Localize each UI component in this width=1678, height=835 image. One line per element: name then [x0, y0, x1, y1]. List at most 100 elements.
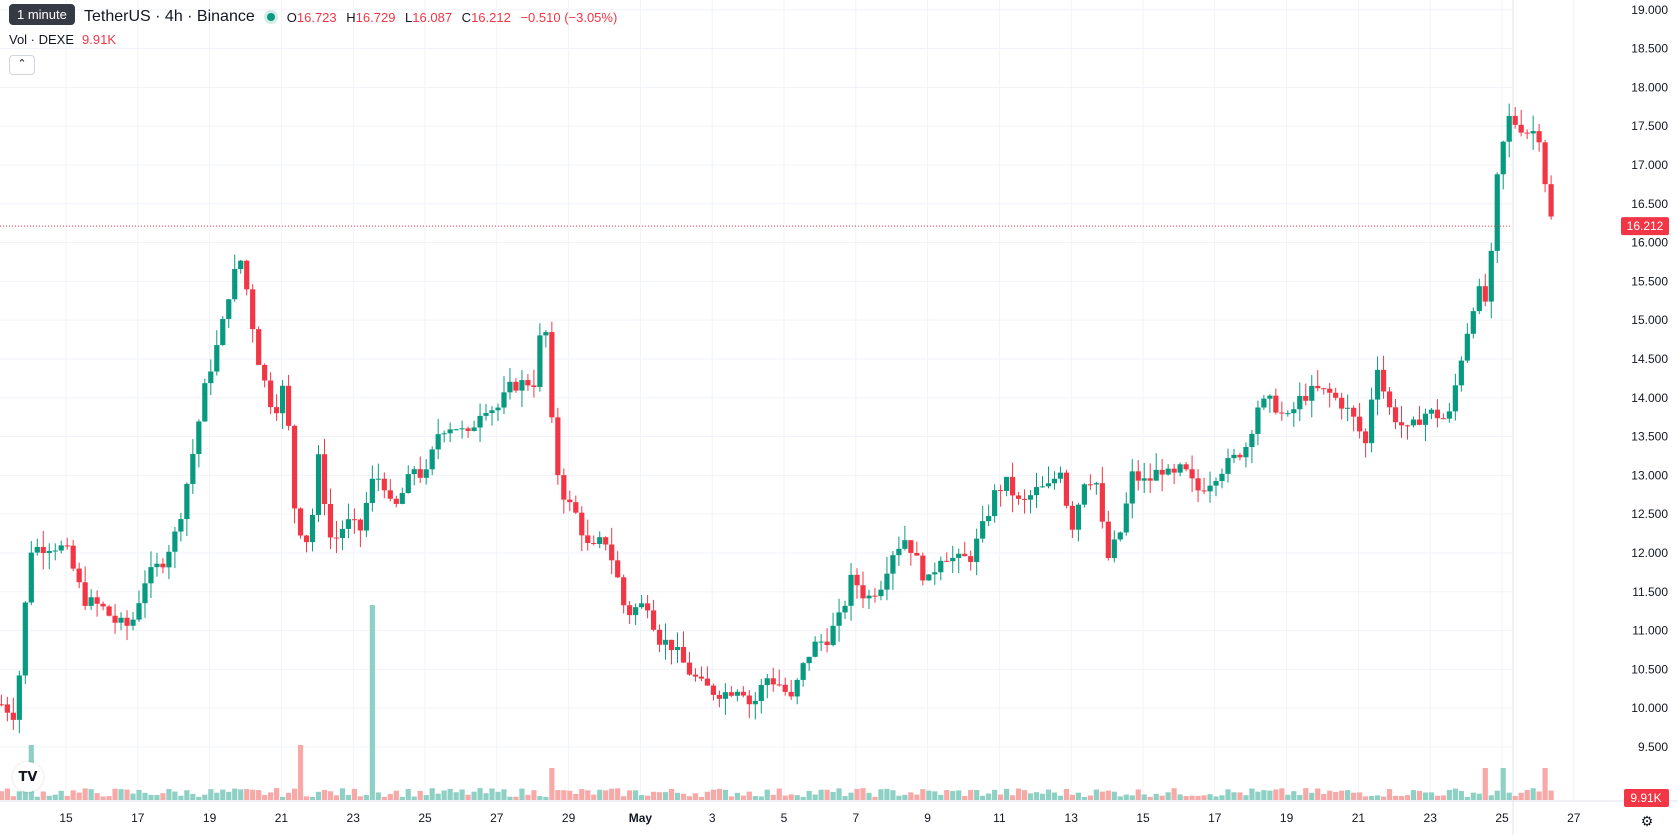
volume-bar — [1315, 788, 1321, 800]
candle-body — [453, 429, 459, 431]
volume-bar — [597, 789, 603, 800]
candle-body — [166, 551, 172, 568]
volume-bar — [1243, 795, 1249, 800]
candle-body — [441, 433, 447, 435]
volume-bar — [1279, 788, 1285, 800]
volume-bar — [938, 794, 944, 800]
candle-body — [1004, 476, 1010, 491]
x-tick-label: 23 — [1424, 811, 1438, 825]
volume-bar — [1380, 796, 1387, 800]
volume-bar — [178, 795, 184, 800]
x-tick-label: 21 — [275, 811, 289, 825]
volume-bar — [513, 796, 519, 800]
candle-body — [1195, 478, 1201, 491]
candle-body — [615, 560, 621, 578]
candle-body — [1548, 184, 1554, 217]
candle-body — [16, 675, 22, 720]
candle-body — [112, 615, 118, 623]
volume-bar — [1195, 795, 1201, 800]
candle-body — [459, 428, 465, 430]
y-tick-label: 11.000 — [1632, 624, 1668, 638]
candle-body — [303, 535, 310, 543]
candle-body — [561, 475, 567, 500]
volume-bar — [309, 796, 316, 800]
candle-body — [752, 700, 758, 705]
y-tick-label: 13.500 — [1631, 430, 1668, 444]
volume-bar — [1434, 795, 1441, 800]
candle-body — [680, 646, 687, 663]
volume-bar — [58, 790, 64, 800]
candle-body — [698, 676, 705, 679]
candle-body — [1446, 411, 1452, 419]
volume-bar — [674, 792, 681, 800]
volume-bar — [423, 795, 429, 800]
candle-body — [1267, 395, 1273, 399]
volume-bar — [573, 793, 579, 800]
volume-bar — [285, 792, 292, 800]
candle-body — [1015, 495, 1022, 499]
gear-icon[interactable]: ⚙ — [1640, 813, 1654, 829]
volume-bar — [992, 789, 998, 800]
candle-body — [339, 528, 346, 539]
candle-body — [1410, 419, 1417, 426]
volume-bar — [142, 792, 148, 800]
candle-body — [40, 546, 46, 553]
volume-bar — [1261, 790, 1267, 800]
ohlc-values: O16.723 H16.729 L16.087 C16.212 −0.510 (… — [287, 10, 624, 25]
volume-bar — [932, 791, 938, 800]
candle-body — [860, 585, 866, 599]
candle-body — [1189, 469, 1195, 479]
volume-bar — [549, 768, 555, 800]
candle-body — [76, 568, 82, 583]
x-tick-label: 27 — [1567, 811, 1581, 825]
volume-bar — [525, 794, 531, 800]
volume-bar — [327, 791, 334, 800]
volume-bar — [94, 793, 100, 800]
low-value: 16.087 — [412, 9, 453, 25]
candle-body — [1165, 468, 1171, 475]
volume-bar — [88, 789, 94, 800]
candle-body — [1464, 333, 1470, 361]
tradingview-logo-icon[interactable]: TV — [13, 762, 43, 792]
candle-body — [351, 519, 358, 521]
candle-body — [1518, 124, 1524, 133]
symbol-title[interactable]: TetherUS · 4h · Binance — [84, 8, 255, 25]
volume-bar — [836, 788, 842, 800]
candle-body — [1327, 388, 1333, 393]
volume-bar — [1536, 791, 1542, 800]
volume-bar — [1081, 796, 1087, 800]
volume-bar — [603, 790, 609, 800]
volume-bar — [794, 795, 800, 800]
volume-bar — [818, 789, 824, 800]
volume-bar — [680, 793, 687, 800]
volume-bar — [710, 789, 717, 800]
volume-bar — [1123, 794, 1129, 800]
candle-body — [1141, 478, 1147, 481]
candle-body — [776, 684, 782, 686]
volume-bar — [1093, 789, 1099, 800]
volume-bar — [0, 791, 4, 800]
candle-body — [800, 663, 806, 680]
candle-body — [1494, 174, 1500, 251]
candle-body — [226, 299, 232, 319]
chevron-up-icon[interactable]: ⌃ — [9, 55, 35, 75]
candle-body — [1309, 385, 1315, 401]
candle-body — [70, 545, 76, 569]
volume-bar — [1482, 768, 1488, 800]
volume-bar — [1063, 788, 1070, 800]
candle-body — [734, 691, 740, 696]
volume-bar — [974, 790, 980, 800]
candle-body — [890, 555, 896, 574]
open-label: O — [286, 9, 297, 25]
volume-bar — [1177, 794, 1183, 800]
candle-body — [1279, 412, 1285, 414]
candle-body — [1249, 433, 1255, 448]
volume-bar — [962, 796, 968, 800]
volume-bar — [268, 792, 274, 800]
candle-body — [962, 553, 968, 557]
volume-bar — [1183, 796, 1189, 800]
volume-bar — [585, 790, 591, 800]
volume-bar — [1201, 795, 1207, 800]
candle-body — [1368, 399, 1375, 444]
